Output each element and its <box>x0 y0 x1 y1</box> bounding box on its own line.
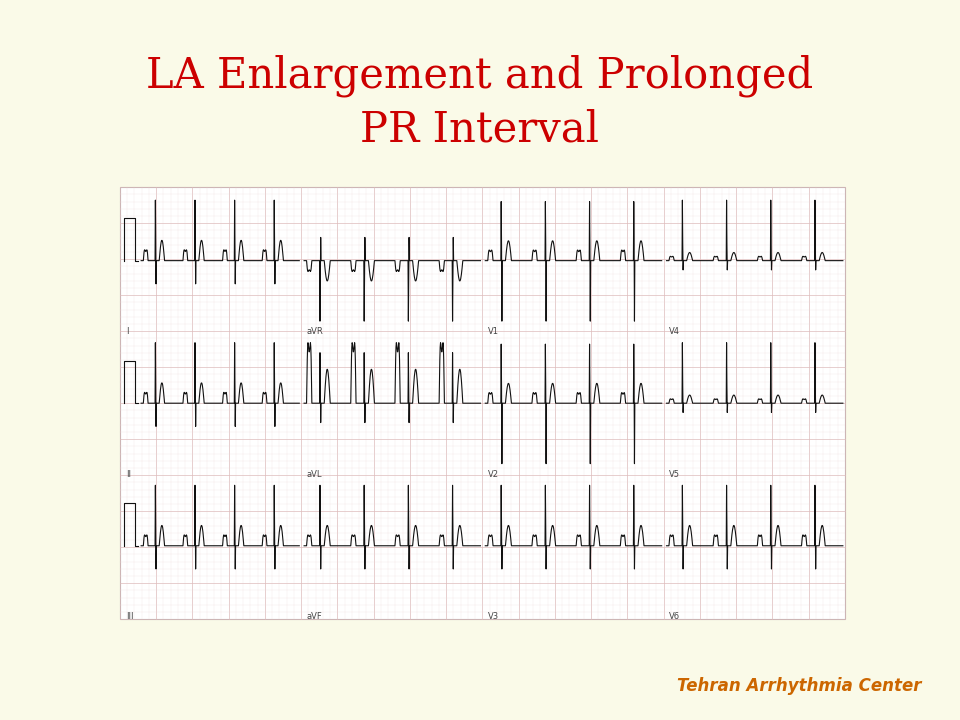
Text: V1: V1 <box>488 327 499 336</box>
Text: Tehran Arrhythmia Center: Tehran Arrhythmia Center <box>677 677 922 695</box>
FancyBboxPatch shape <box>120 187 845 619</box>
Text: I: I <box>126 327 129 336</box>
Text: LA Enlargement and Prolonged: LA Enlargement and Prolonged <box>146 54 814 97</box>
Text: PR Interval: PR Interval <box>361 109 599 150</box>
Text: V2: V2 <box>488 469 499 479</box>
Text: V3: V3 <box>488 612 499 621</box>
Text: aVR: aVR <box>307 327 324 336</box>
Text: aVL: aVL <box>307 469 323 479</box>
Text: III: III <box>126 612 133 621</box>
Text: II: II <box>126 469 131 479</box>
Text: V6: V6 <box>669 612 681 621</box>
Text: V4: V4 <box>669 327 681 336</box>
Text: aVF: aVF <box>307 612 323 621</box>
Text: V5: V5 <box>669 469 681 479</box>
